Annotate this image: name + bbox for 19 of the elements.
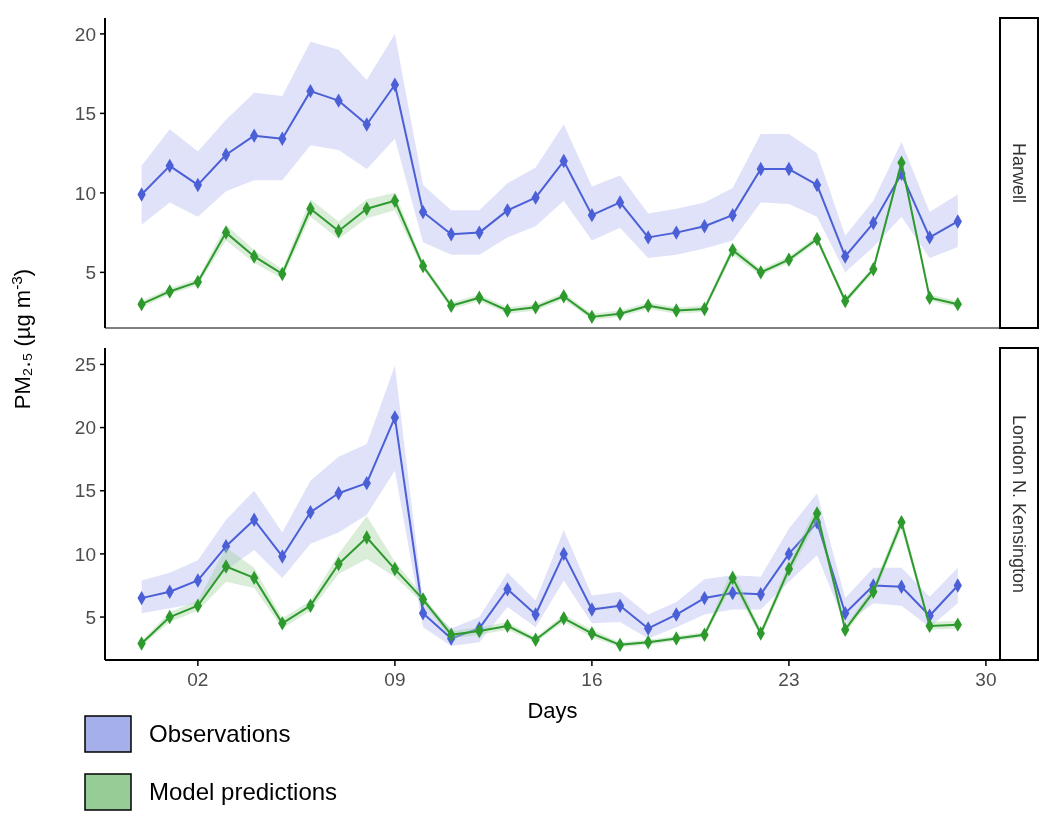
text: Harwell <box>1008 142 1029 204</box>
y-tick-label: 5 <box>85 606 96 628</box>
y-tick-label: 15 <box>74 103 96 125</box>
x-tick-label: 09 <box>384 669 406 690</box>
legend-label: Model predictions <box>149 778 338 806</box>
y-tick-label: 5 <box>85 262 96 284</box>
text: London N. Kensington <box>1008 414 1029 594</box>
y-tick-label: 20 <box>74 417 96 439</box>
x-tick-label: 16 <box>581 669 603 690</box>
y-tick-label: 10 <box>74 182 96 204</box>
x-tick-label: 02 <box>187 669 209 690</box>
y-tick-label: 20 <box>74 23 96 45</box>
y-tick-label: 25 <box>74 354 96 376</box>
x-axis-title: Days <box>527 698 578 723</box>
x-tick-label: 30 <box>975 669 997 690</box>
x-tick-label: 23 <box>778 669 800 690</box>
y-tick-label: 15 <box>74 480 96 502</box>
y-tick-label: 10 <box>74 543 96 565</box>
legend-label: Observations <box>149 720 291 748</box>
